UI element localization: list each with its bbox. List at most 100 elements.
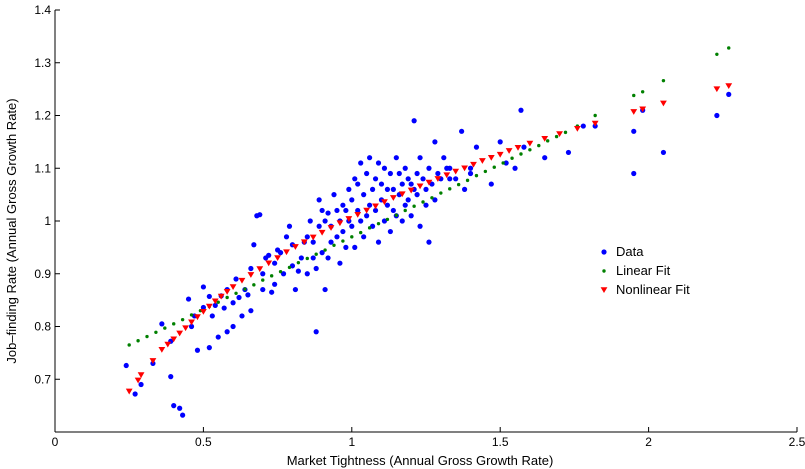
data-point [452, 168, 460, 175]
data-point [283, 234, 290, 240]
data-point [556, 131, 563, 138]
data-point [145, 334, 149, 339]
data-point [318, 229, 326, 236]
data-point [358, 218, 364, 224]
data-point [661, 78, 666, 83]
x-tick-label: 0.5 [195, 435, 212, 449]
data-point [367, 226, 372, 230]
data-point [467, 165, 474, 171]
data-point [313, 329, 319, 335]
data-point [417, 223, 423, 229]
data-point [322, 286, 328, 293]
data-point [715, 52, 719, 57]
data-point [137, 372, 145, 379]
data-point [180, 317, 185, 322]
data-point [296, 260, 301, 265]
data-point [236, 294, 242, 301]
data-point [505, 148, 513, 154]
data-point [398, 191, 406, 198]
data-point [358, 160, 364, 166]
data-point [248, 308, 254, 314]
data-point [292, 286, 299, 293]
data-point [396, 170, 402, 177]
data-point [180, 412, 186, 418]
data-point [138, 381, 144, 388]
data-point [132, 391, 138, 397]
data-point [149, 358, 157, 364]
data-point [134, 377, 142, 384]
data-point [390, 207, 396, 214]
data-point [359, 230, 363, 235]
y-tick-label: 0.8 [34, 320, 51, 334]
data-point [714, 112, 720, 119]
data-point [274, 255, 281, 261]
data-point [372, 176, 379, 182]
data-point [467, 170, 474, 177]
data-point [211, 298, 219, 305]
data-point [229, 284, 237, 290]
data-point [378, 181, 385, 187]
data-point [314, 252, 318, 256]
data-point [278, 269, 283, 274]
data-point [194, 314, 201, 321]
data-point [405, 176, 411, 182]
data-point [402, 202, 408, 208]
data-point [408, 213, 414, 219]
data-point [565, 149, 572, 156]
data-point [459, 128, 465, 134]
data-point [123, 362, 129, 369]
data-point [280, 271, 287, 277]
data-point [474, 173, 479, 178]
data-point [518, 107, 524, 113]
data-point [292, 244, 299, 250]
data-point [367, 155, 373, 161]
data-point [252, 283, 256, 287]
data-point [325, 255, 331, 261]
data-point [554, 134, 559, 139]
data-point [233, 276, 239, 282]
data-point [352, 176, 358, 182]
data-point [239, 313, 245, 319]
data-point [343, 207, 349, 214]
data-point [194, 347, 201, 353]
data-point [234, 291, 238, 295]
data-point [429, 181, 435, 187]
data-point [361, 192, 367, 198]
data-point [313, 265, 319, 272]
legend-label: Nonlinear Fit [616, 282, 690, 297]
data-point [287, 265, 292, 270]
x-tick-label: 2 [645, 435, 652, 449]
data-point [238, 277, 246, 284]
y-tick-label: 1.4 [34, 3, 51, 17]
data-point [304, 271, 310, 277]
data-point [248, 265, 254, 272]
data-point [337, 260, 343, 266]
data-point [223, 288, 231, 295]
data-point [340, 202, 346, 208]
data-point [322, 218, 328, 224]
data-point [224, 329, 230, 335]
data-point [200, 284, 206, 290]
data-point [435, 170, 441, 177]
data-point [713, 86, 721, 93]
data-point [245, 292, 251, 298]
y-tick-label: 1 [44, 214, 51, 228]
data-point [221, 305, 227, 311]
y-tick-label: 1.3 [34, 56, 51, 70]
data-point [247, 272, 255, 278]
data-point [154, 330, 158, 335]
data-point [387, 228, 393, 235]
data-point [408, 181, 414, 187]
series-layer [123, 46, 733, 418]
data-point [563, 130, 568, 135]
data-point [434, 176, 442, 182]
data-point [355, 181, 361, 187]
data-point [573, 125, 581, 132]
data-point [426, 239, 432, 245]
data-point [136, 339, 140, 343]
data-point [327, 225, 335, 231]
data-point [375, 160, 382, 166]
data-point [726, 91, 732, 97]
data-point [364, 213, 370, 219]
